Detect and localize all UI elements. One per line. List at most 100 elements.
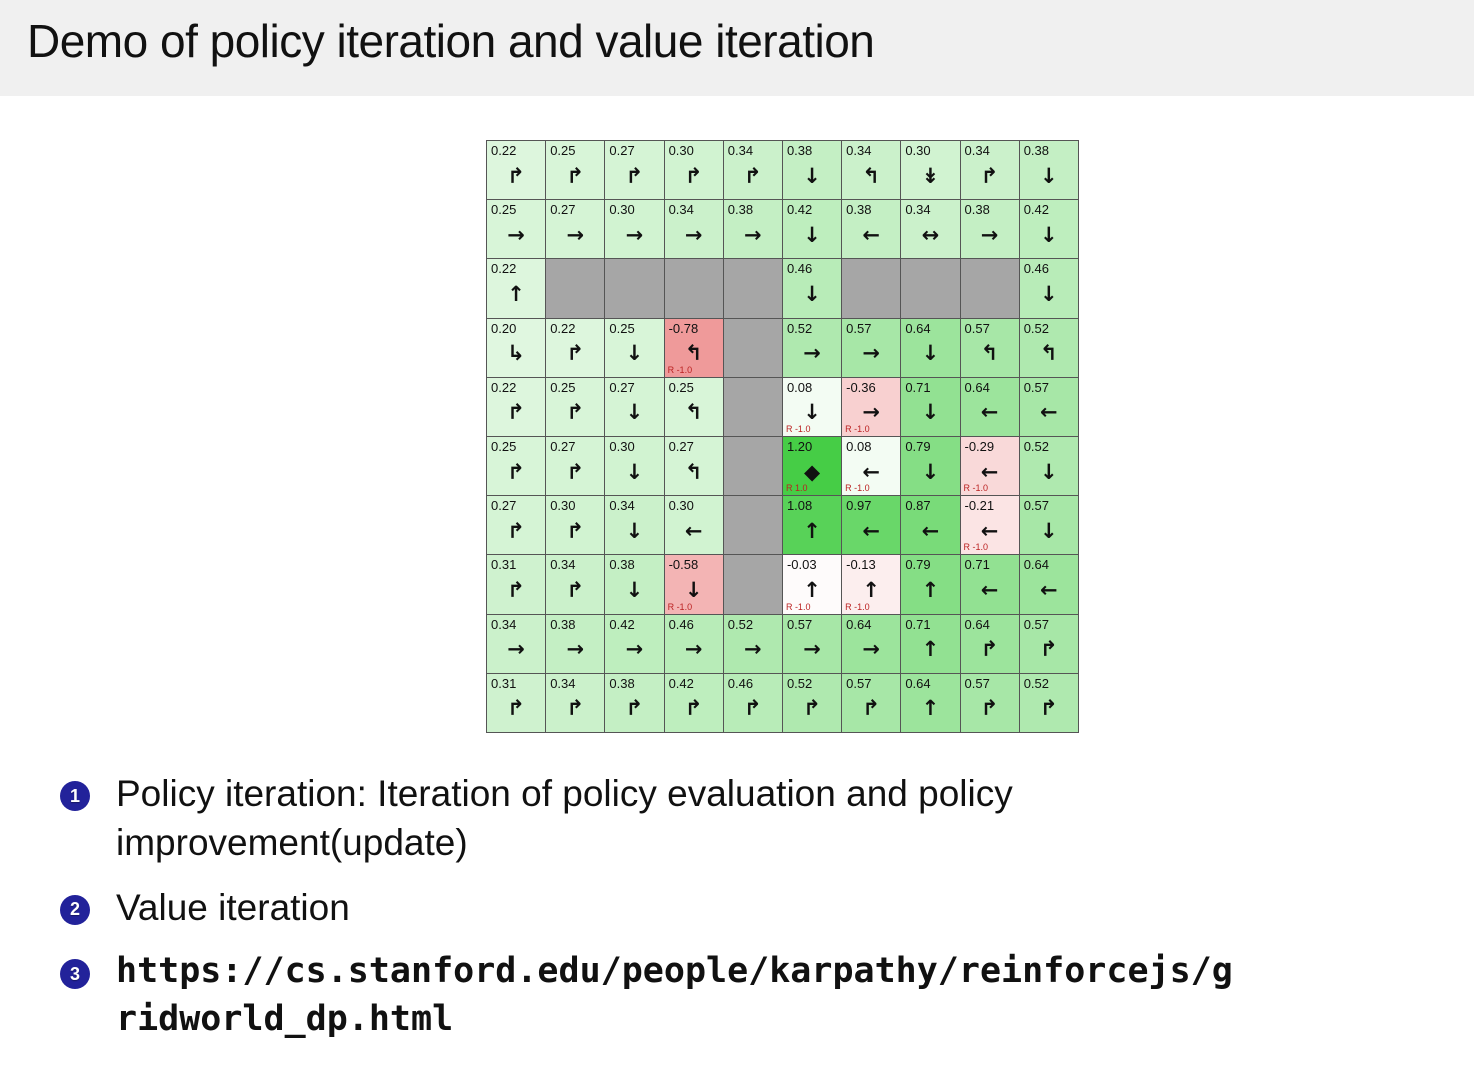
- grid-cell: 0.52 →: [723, 614, 783, 674]
- grid-cell: 0.34 ↔: [901, 200, 961, 260]
- grid-cell: 0.52 ↓: [1019, 436, 1079, 497]
- grid-cell: 0.52 ↱: [782, 673, 843, 733]
- cell-value: 0.52: [1023, 675, 1049, 691]
- cell-value: -0.21: [964, 498, 995, 514]
- cell-value: 0.25: [491, 438, 517, 454]
- policy-arrow-icon: ←: [1039, 577, 1058, 602]
- grid-cell: 0.25 ↓: [605, 318, 665, 378]
- policy-arrow-icon: ↱: [566, 163, 585, 188]
- grid-cell: 0.30 ↱: [664, 141, 724, 201]
- bullet-number-badge: 2: [60, 894, 90, 925]
- policy-arrow-icon: →: [684, 222, 703, 247]
- bullet-item-value-iteration: 2 Value iteration: [60, 884, 1440, 933]
- policy-arrow-icon: ↓: [921, 459, 940, 484]
- cell-reward-label: R -1.0: [845, 423, 870, 434]
- policy-arrow-icon: ↱: [862, 696, 881, 721]
- grid-cell: 0.79 ↓: [901, 436, 961, 497]
- grid-cell: 0.25 ↱: [546, 141, 606, 201]
- grid-wall-cell: [723, 496, 783, 556]
- cell-reward-label: R -1.0: [785, 423, 811, 434]
- policy-arrow-icon: ←: [980, 518, 999, 543]
- grid-cell: 0.64 ↱: [960, 614, 1020, 674]
- cell-value: 0.22: [491, 379, 517, 395]
- grid-cell: 0.34 ↰: [842, 141, 902, 201]
- policy-arrow-icon: ↓: [625, 341, 644, 366]
- policy-arrow-icon: →: [684, 637, 703, 662]
- cell-reward-label: R 1.0: [785, 483, 808, 494]
- policy-arrow-icon: →: [803, 341, 821, 366]
- policy-arrow-icon: ↓: [921, 400, 940, 425]
- gridworld-demo-link[interactable]: https://cs.stanford.edu/people/karpathy/…: [116, 951, 1233, 1039]
- grid-cell: 0.64 ↑: [901, 673, 961, 733]
- cell-reward-label: R -1.0: [667, 601, 693, 612]
- policy-arrow-icon: ←: [862, 518, 881, 543]
- policy-arrow-icon: ↰: [862, 163, 881, 188]
- bullet-number-badge: 1: [60, 781, 90, 811]
- cell-value: 0.52: [1023, 438, 1049, 454]
- cell-value: 0.08: [786, 379, 813, 395]
- cell-value: 0.25: [668, 379, 694, 395]
- grid-wall-cell: [723, 555, 783, 615]
- policy-arrow-icon: ↱: [507, 518, 525, 543]
- grid-wall-cell: [842, 259, 902, 319]
- cell-value: 1.20: [786, 438, 813, 454]
- policy-arrow-icon: ↱: [980, 163, 999, 188]
- cell-value: 0.52: [1023, 320, 1049, 336]
- grid-cell: 0.34 ↱: [546, 673, 606, 733]
- grid-cell: 0.57 ↱: [1019, 614, 1079, 674]
- cell-value: 0.30: [905, 143, 931, 158]
- cell-value: 0.20: [491, 320, 517, 336]
- cell-reward-label: R -1.0: [963, 483, 989, 494]
- grid-cell: 0.71 ↓: [901, 377, 961, 437]
- cell-value: 0.64: [846, 616, 872, 632]
- grid-cell: 0.08 ← R -1.0: [842, 436, 902, 497]
- grid-cell: 0.64 ←: [1019, 555, 1079, 615]
- grid-wall-cell: [546, 259, 606, 319]
- cell-value: 0.38: [1023, 143, 1049, 158]
- grid-cell: 0.97 ←: [842, 496, 902, 556]
- grid-cell: 0.57 ↰: [960, 318, 1020, 378]
- cell-value: 0.27: [550, 202, 576, 218]
- policy-arrow-icon: ↱: [1039, 637, 1058, 662]
- cell-value: 0.79: [905, 438, 931, 454]
- policy-arrow-icon: ←: [980, 459, 999, 484]
- policy-arrow-icon: ↑: [921, 577, 940, 602]
- cell-value: 0.71: [905, 379, 931, 395]
- cell-value: 0.52: [786, 320, 813, 336]
- policy-arrow-icon: ↓: [1039, 459, 1058, 484]
- grid-cell: 0.38 →: [960, 200, 1020, 260]
- grid-cell: 0.27 →: [546, 200, 606, 260]
- policy-arrow-icon: ↱: [684, 696, 703, 721]
- cell-value: 0.25: [491, 202, 517, 218]
- cell-value: 0.46: [727, 675, 754, 691]
- cell-value: 0.46: [668, 616, 694, 632]
- cell-value: 0.38: [550, 616, 576, 632]
- policy-arrow-icon: ↱: [803, 696, 821, 721]
- grid-cell: 0.30 →: [605, 200, 665, 260]
- cell-value: 0.22: [491, 143, 517, 158]
- cell-value: 0.57: [846, 675, 872, 691]
- policy-arrow-icon: ↱: [507, 400, 525, 425]
- cell-reward-label: R -1.0: [963, 542, 989, 553]
- policy-arrow-icon: ↓: [1039, 281, 1058, 306]
- policy-arrow-icon: ↓: [1039, 163, 1058, 188]
- grid-cell: 0.31 ↱: [487, 673, 547, 733]
- grid-cell: 0.46 ↓: [782, 259, 843, 319]
- policy-arrow-icon: ←: [862, 459, 881, 484]
- cell-value: 0.64: [964, 616, 990, 632]
- grid-cell: 0.34 →: [664, 200, 724, 260]
- cell-value: 0.38: [786, 143, 813, 158]
- grid-cell: 1.08 ↑: [782, 496, 843, 556]
- cell-value: 0.34: [727, 143, 754, 158]
- cell-value: 0.64: [1023, 557, 1049, 573]
- cell-value: 0.38: [964, 202, 990, 218]
- policy-arrow-icon: ↓: [803, 281, 821, 306]
- policy-arrow-icon: →: [744, 637, 762, 662]
- policy-arrow-icon: →: [566, 637, 585, 662]
- grid-cell: 0.22 ↱: [487, 141, 547, 201]
- policy-arrow-icon: ↰: [684, 400, 703, 425]
- cell-value: 0.30: [668, 143, 694, 158]
- policy-arrow-icon: →: [566, 222, 585, 247]
- cell-value: 0.57: [1023, 498, 1049, 514]
- cell-value: -0.36: [846, 379, 876, 395]
